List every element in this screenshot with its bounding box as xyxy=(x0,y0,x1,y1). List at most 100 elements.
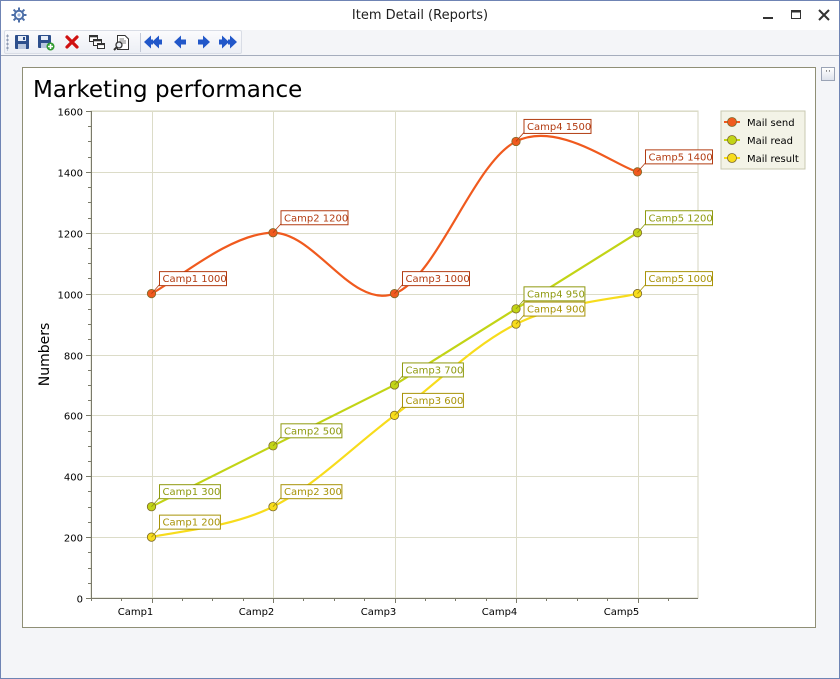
data-label-box xyxy=(280,423,343,439)
previous-record-button[interactable] xyxy=(170,33,190,52)
label-leader xyxy=(151,527,160,538)
first-record-button[interactable] xyxy=(143,33,163,52)
data-label-box xyxy=(402,392,464,408)
y-tick-label: 800 xyxy=(64,352,83,363)
data-label: Camp5 1200 xyxy=(649,213,713,224)
report-content: Marketing performance Numbers 0 200 400 600… xyxy=(1,56,839,678)
label-leader xyxy=(637,162,646,173)
save-new-button[interactable] xyxy=(36,33,56,52)
last-record-button[interactable] xyxy=(218,33,238,52)
panel-options-button[interactable]: ·· xyxy=(821,67,835,81)
data-label: Camp4 950 xyxy=(527,289,585,300)
record-toolbar xyxy=(4,30,242,54)
y-tick-label: 200 xyxy=(64,534,83,545)
y-tick-label: 1000 xyxy=(58,291,83,302)
next-record-button[interactable] xyxy=(194,33,214,52)
y-tick-label: 1400 xyxy=(58,169,83,180)
label-leader xyxy=(637,284,646,294)
data-label-box xyxy=(523,286,586,302)
app-gear-icon xyxy=(11,7,27,23)
data-label-box xyxy=(159,271,227,287)
data-label-box xyxy=(280,484,343,500)
label-leader xyxy=(394,375,403,386)
data-label-box xyxy=(159,514,221,530)
label-leader xyxy=(515,132,525,142)
data-label: Camp2 1200 xyxy=(284,213,348,224)
data-label-box xyxy=(645,149,713,165)
toolbar-separator xyxy=(140,33,141,52)
toolbar-grip[interactable] xyxy=(6,34,9,51)
x-tick-label: Camp2 xyxy=(239,607,275,618)
data-label: Camp1 300 xyxy=(163,487,221,498)
chart-title: Marketing performance xyxy=(33,77,302,103)
x-tick-label: Camp4 xyxy=(482,607,518,618)
data-label: Camp4 1500 xyxy=(527,122,591,133)
data-label: Camp3 1000 xyxy=(406,274,470,285)
label-leader xyxy=(272,497,282,507)
data-label-box xyxy=(523,301,586,317)
x-tick-label: Camp3 xyxy=(361,607,397,618)
legend-swatch-marker xyxy=(727,135,737,145)
x-tick-label: Camp1 xyxy=(118,607,154,618)
copy-windows-icon xyxy=(89,35,105,49)
label-leader xyxy=(272,436,282,447)
floppy-disk-icon xyxy=(15,35,29,49)
label-leader xyxy=(151,284,160,294)
delete-button[interactable] xyxy=(62,33,82,52)
data-label: Camp3 700 xyxy=(406,365,464,376)
data-label: Camp5 1400 xyxy=(649,152,713,163)
legend-swatch-marker xyxy=(727,153,737,163)
print-preview-button[interactable] xyxy=(112,33,132,52)
y-axis-title: Numbers xyxy=(37,323,53,387)
label-leader xyxy=(151,497,160,507)
data-label: Camp3 600 xyxy=(406,396,464,407)
close-icon xyxy=(818,9,830,21)
data-label: Camp5 1000 xyxy=(649,274,713,285)
arrow-right-icon xyxy=(198,35,210,49)
y-tick-label: 1200 xyxy=(58,230,83,241)
floppy-disk-plus-icon xyxy=(38,35,55,51)
label-leader xyxy=(394,284,403,294)
data-label-box xyxy=(402,271,470,287)
data-label-box xyxy=(523,118,592,134)
data-label-box xyxy=(402,362,464,378)
data-label: Camp2 300 xyxy=(284,487,342,498)
label-leader xyxy=(272,223,282,234)
y-tick-label: 400 xyxy=(64,473,83,484)
window-title: Item Detail (Reports) xyxy=(351,8,489,23)
data-label-box xyxy=(645,210,713,226)
label-leader xyxy=(515,314,525,325)
label-leader xyxy=(637,223,646,234)
data-label: Camp4 900 xyxy=(527,305,585,316)
y-tick-label: 1600 xyxy=(58,108,83,119)
document-magnifier-icon xyxy=(113,35,129,51)
data-label-box xyxy=(280,210,349,226)
maximize-button[interactable] xyxy=(785,5,807,25)
double-arrow-left-icon xyxy=(144,35,162,49)
line-chart: Marketing performance Numbers 0 200 400 600… xyxy=(33,77,806,618)
data-label-box xyxy=(645,271,713,287)
copy-button[interactable] xyxy=(87,33,107,52)
y-tick-label: 0 xyxy=(77,595,83,606)
save-button[interactable] xyxy=(12,33,32,52)
chart-panel: Marketing performance Numbers 0 200 400 600… xyxy=(22,67,816,628)
arrow-left-icon xyxy=(174,35,186,49)
x-tick-label: Camp5 xyxy=(604,607,640,618)
data-label: Camp1 200 xyxy=(163,518,221,529)
minimize-button[interactable] xyxy=(757,5,779,25)
title-bar[interactable]: Item Detail (Reports) xyxy=(1,1,839,30)
label-leader xyxy=(394,406,403,416)
data-label: Camp1 1000 xyxy=(163,274,227,285)
close-button[interactable] xyxy=(813,5,835,25)
minimize-icon xyxy=(763,17,773,19)
legend-label: Mail send xyxy=(747,118,795,129)
double-arrow-right-icon xyxy=(219,35,237,49)
data-label-box xyxy=(159,484,221,500)
legend-label: Mail result xyxy=(747,154,799,165)
maximize-icon xyxy=(791,10,801,19)
red-x-icon xyxy=(65,35,79,49)
y-tick-label: 600 xyxy=(64,412,83,423)
data-label: Camp2 500 xyxy=(284,426,342,437)
legend-swatch-marker xyxy=(727,117,737,127)
